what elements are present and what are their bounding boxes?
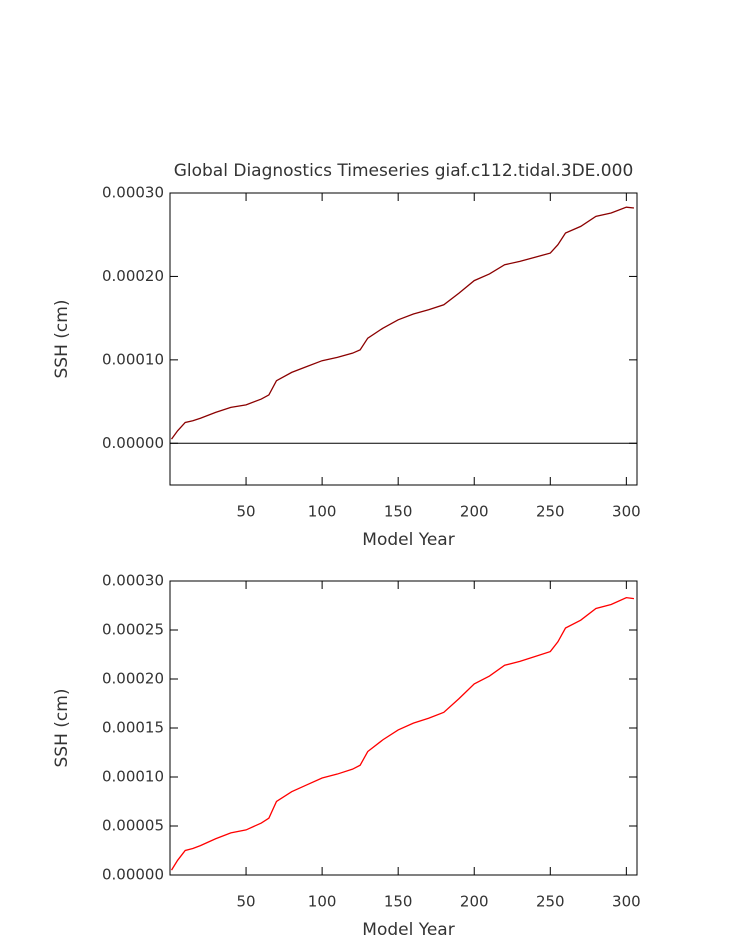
x-tick-label: 50 [237, 893, 256, 911]
x-tick-label: 300 [612, 893, 641, 911]
y-tick-label: 0.00000 [102, 866, 164, 884]
y-tick-label: 0.00025 [102, 621, 164, 639]
x-tick-label: 200 [460, 893, 489, 911]
series-line [170, 206, 635, 440]
y-tick-label: 0.00005 [102, 817, 164, 835]
x-axis-label: Model Year [362, 530, 454, 550]
y-tick-label: 0.00000 [102, 434, 164, 452]
y-tick-label: 0.00020 [102, 670, 164, 688]
plot-frame [169, 192, 638, 486]
y-tick-label: 0.00020 [102, 267, 164, 285]
y-tick-label: 0.00010 [102, 768, 164, 786]
series-line [170, 596, 635, 871]
y-tick-label: 0.00015 [102, 719, 164, 737]
x-tick-label: 200 [460, 503, 489, 521]
x-tick-label: 100 [308, 893, 337, 911]
x-tick-label: 150 [384, 893, 413, 911]
x-tick-label: 300 [612, 503, 641, 521]
chart-title: Global Diagnostics Timeseries giaf.c112.… [174, 161, 634, 181]
y-tick-label: 0.00010 [102, 350, 164, 368]
y-tick-label: 0.00030 [102, 572, 164, 590]
y-axis-label: SSH (cm) [52, 300, 72, 379]
x-tick-label: 100 [308, 503, 337, 521]
y-axis-label: SSH (cm) [52, 689, 72, 768]
y-tick-label: 0.00030 [102, 184, 164, 202]
x-tick-label: 50 [237, 503, 256, 521]
x-axis-label: Model Year [362, 920, 454, 940]
x-tick-label: 150 [384, 503, 413, 521]
x-tick-label: 250 [536, 893, 565, 911]
x-tick-label: 250 [536, 503, 565, 521]
